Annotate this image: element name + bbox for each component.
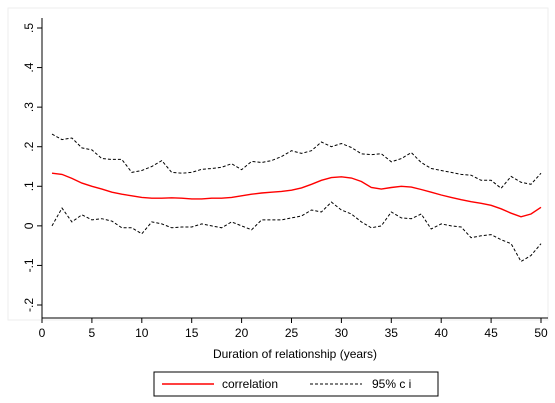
x-tick-label: 30 [335,326,349,340]
series-line-correlation [51,172,542,218]
x-axis-title: Duration of relationship (years) [213,347,377,361]
x-tick-label: 5 [89,326,96,340]
y-tick-label: .5 [22,23,36,33]
y-tick-label: .3 [22,102,36,112]
y-tick-label: .2 [22,141,36,151]
series-line-95-c-i-lower [51,201,542,263]
y-ticks: -.2 -.1 0 .1 .2 .3 .4 .5 [22,23,42,312]
x-tick-label: 50 [534,326,548,340]
x-tick-label: 15 [185,326,199,340]
x-tick-label: 0 [39,326,46,340]
y-tick-label: 0 [22,222,36,229]
x-ticks: 0 5 10 15 20 25 30 35 40 45 50 [39,318,548,340]
legend-label-ci: 95% c i [372,377,411,391]
y-tick-label: .1 [22,181,36,191]
legend: correlation 95% c i [153,371,439,397]
x-tick-label: 35 [385,326,399,340]
plot-region [7,7,549,321]
series-line-95-c-i [51,133,542,189]
x-tick-label: 20 [235,326,249,340]
x-tick-label: 45 [484,326,498,340]
x-tick-label: 25 [285,326,299,340]
y-tick-label: .4 [22,62,36,72]
legend-label-correlation: correlation [222,377,278,391]
y-tick-label: -.2 [22,298,36,312]
x-tick-label: 10 [135,326,149,340]
y-tick-label: -.1 [22,258,36,272]
series-layer [51,133,542,263]
x-tick-label: 40 [435,326,449,340]
